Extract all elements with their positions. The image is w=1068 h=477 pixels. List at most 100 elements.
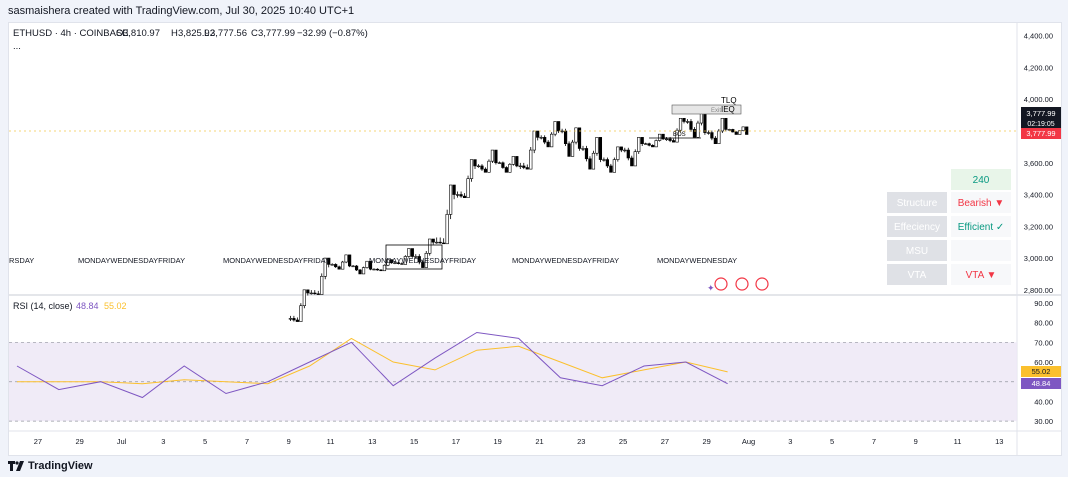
table-row-label: MSU [906,246,928,257]
candle-body [598,137,603,160]
high-label: H [171,28,178,39]
flag-icon[interactable] [735,277,749,291]
price-tick: 4,400.00 [1024,32,1053,41]
rsi-current: 48.84 [76,301,99,311]
candle-body [522,165,526,168]
candle-body [288,318,293,320]
candle-body [299,305,303,322]
tradingview-logo-icon [8,461,24,471]
candle-body [664,138,669,141]
candle-body [379,269,383,272]
table-value-cell [951,264,1011,285]
table-value-cell [951,192,1011,213]
flag-icon[interactable] [714,277,728,291]
price-tick: 3,000.00 [1024,254,1053,263]
low-label: L [204,28,209,39]
candles [288,108,749,322]
time-tick: 7 [872,437,876,446]
candle-body [588,158,592,170]
table-value-cell [951,240,1011,261]
timeframe-value: 240 [973,175,990,186]
rsi-ma-tag [1021,366,1061,377]
candle-body [417,256,421,263]
candle-body [543,137,547,143]
rsi-line [16,331,728,399]
candle-body [734,131,738,135]
order-block-box [385,244,443,270]
table-row-label: Effeciency [894,222,940,233]
candle-body [647,143,651,146]
time-tick: 27 [34,437,42,446]
time-tick: 5 [830,437,834,446]
candle-body [518,165,522,168]
open-label: O [116,28,123,39]
candle-body [386,259,390,266]
chart-svg[interactable]: ETHUSD · 4h · COINBASE O 3,810.97 H 3,82… [9,23,1061,455]
price-tick: 3,400.00 [1024,191,1053,200]
candle-body [640,137,644,145]
bos-label: BOS [673,132,686,138]
candle-body [414,256,418,258]
candle-body [633,151,637,167]
ieq-label: IEQ [721,105,735,114]
candle-body [396,262,400,264]
candle-body [567,143,571,157]
candle-body [557,121,561,132]
tradingview-footer: TradingView [8,458,93,474]
candle-body [602,159,606,161]
table-row-value: Efficient ✓ [958,222,1005,233]
time-tick: 29 [703,437,711,446]
candle-body [626,149,630,159]
price-tick: 3,600.00 [1024,159,1053,168]
candle-body [445,214,449,245]
countdown-label: 02:19:05 [1027,121,1054,128]
last-price-label: 3,777.99 [1026,109,1055,118]
price-tick: 2,800.00 [1024,286,1053,295]
rsi-label: RSI (14, close) [13,301,73,311]
exit-zone-box [671,104,742,115]
low-value: 3,777.56 [210,28,247,39]
candle-body [462,195,467,199]
time-tick: Jul [117,437,127,446]
chart-panel[interactable]: ETHUSD · 4h · COINBASE O 3,810.97 H 3,82… [8,22,1062,456]
legend-more[interactable]: ... [13,41,21,52]
candle-body [438,241,442,244]
candle-body [525,167,529,170]
candle-body [330,264,334,266]
candle-body [302,289,306,307]
day-label: MONDAYWEDNESDAY [657,256,737,265]
time-axis[interactable]: 27 29 Jul 3 5 7 9 11 13 15 17 19 21 23 25 27 29 Aug 3 5 7 9 11… [34,437,1004,446]
time-tick: 13 [368,437,376,446]
candle-body [442,242,446,245]
time-tick: 11 [327,437,335,446]
rsi-tick: 90.00 [1034,299,1053,308]
time-tick: 23 [577,437,585,446]
candle-body [483,168,488,173]
candle-body [570,141,575,157]
time-tick: 15 [410,437,418,446]
candle-body [511,156,515,165]
candle-body [400,263,404,265]
table-value-cell [951,216,1011,237]
price-axis[interactable]: 4,400.004,200.004,000.003,800.003,600.00… [1024,32,1053,295]
time-tick: 27 [661,437,669,446]
timeframe-cell [951,169,1011,190]
candle-body [515,156,519,167]
flag-icon[interactable] [755,277,769,291]
candle-body [720,117,724,132]
candle-body [327,257,331,265]
candle-body [508,164,512,173]
candle-body [320,276,324,295]
candle-body [731,129,735,133]
news-icons[interactable]: ✦ [707,277,769,293]
candle-body [403,256,407,265]
time-tick: 25 [619,437,627,446]
sparkle-icon[interactable]: ✦ [707,283,715,293]
ref-price-tag [1021,128,1061,139]
candle-body [382,264,387,272]
candle-body [341,261,345,270]
candle-body [678,117,683,131]
rsi-tick: 40.00 [1034,397,1053,406]
exit-label: Exit [711,108,721,114]
